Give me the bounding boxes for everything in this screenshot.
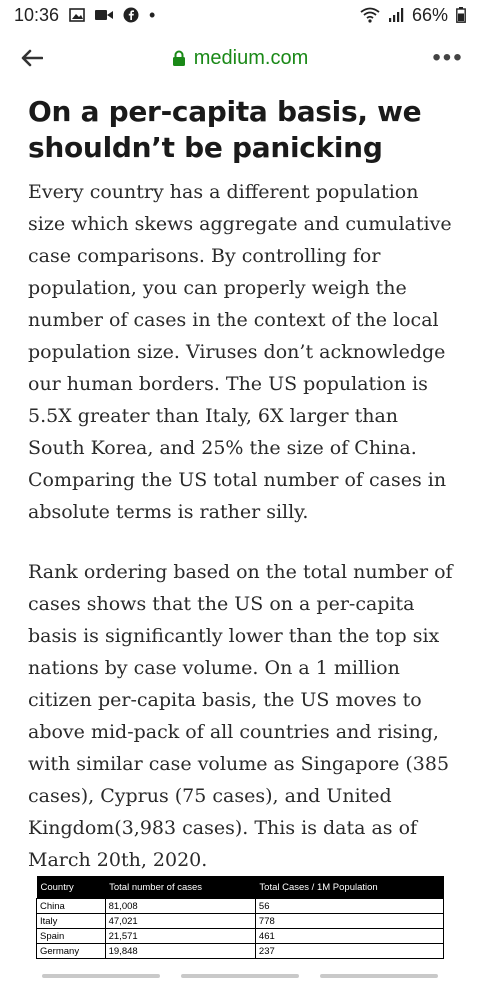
nav-pill-left[interactable] xyxy=(42,974,160,978)
wifi-icon xyxy=(360,7,380,23)
header-total-cases: Total number of cases xyxy=(105,876,256,899)
facebook-icon xyxy=(123,7,139,23)
battery-icon xyxy=(456,7,466,23)
bottom-nav-bar xyxy=(0,966,480,986)
cell-country: China xyxy=(36,898,106,914)
cell-country: Italy xyxy=(36,913,106,929)
gallery-icon xyxy=(69,8,85,22)
browser-toolbar: medium.com ••• xyxy=(0,30,480,86)
article-heading: On a per-capita basis, we shouldn’t be p… xyxy=(28,95,422,164)
status-right: 66% xyxy=(360,5,466,26)
cell-total: 21,571 xyxy=(104,928,256,944)
table-row: Germany 19,848 237 xyxy=(36,943,445,959)
cell-per-million: 778 xyxy=(254,913,445,929)
table-row: Italy 47,021 778 xyxy=(36,913,445,929)
header-cases-per-million: Total Cases / 1M Population xyxy=(255,876,444,899)
article-paragraph-2: Rank ordering based on the total number … xyxy=(28,561,453,871)
table-row: China 81,008 56 xyxy=(36,898,445,914)
article-paragraph-1: Every country has a different population… xyxy=(28,181,452,523)
video-icon xyxy=(95,9,114,21)
battery-percent: 66% xyxy=(411,4,448,25)
status-bar: 10:36 • xyxy=(0,0,480,30)
cell-total: 81,008 xyxy=(104,898,256,914)
url-text: medium.com xyxy=(193,46,309,69)
status-left: 10:36 • xyxy=(14,5,155,26)
cell-total: 47,021 xyxy=(104,913,256,929)
table-row: Spain 21,571 461 xyxy=(36,928,445,944)
cell-country: Germany xyxy=(36,943,106,959)
signal-icon xyxy=(388,7,404,23)
nav-pill-center[interactable] xyxy=(181,974,299,978)
cases-table-grid: Country Total number of cases Total Case… xyxy=(36,876,445,959)
back-arrow-icon xyxy=(21,49,43,67)
cell-per-million: 56 xyxy=(254,898,445,914)
article: On a per-capita basis, we shouldn’t be p… xyxy=(28,94,456,904)
nav-pill-right[interactable] xyxy=(320,974,438,978)
status-time: 10:36 xyxy=(14,4,60,25)
cell-per-million: 237 xyxy=(254,943,445,959)
cases-table: Country Total number of cases Total Case… xyxy=(36,876,445,959)
cell-total: 19,848 xyxy=(104,943,256,959)
cell-per-million: 461 xyxy=(254,928,445,944)
url-bar[interactable]: medium.com xyxy=(48,47,432,70)
status-dot: • xyxy=(149,4,156,25)
table-header-row: Country Total number of cases Total Case… xyxy=(36,876,444,899)
header-country: Country xyxy=(36,876,106,899)
more-options-button[interactable]: ••• xyxy=(432,44,464,71)
back-button[interactable] xyxy=(16,42,48,74)
lock-icon xyxy=(172,50,185,66)
cell-country: Spain xyxy=(36,928,106,944)
